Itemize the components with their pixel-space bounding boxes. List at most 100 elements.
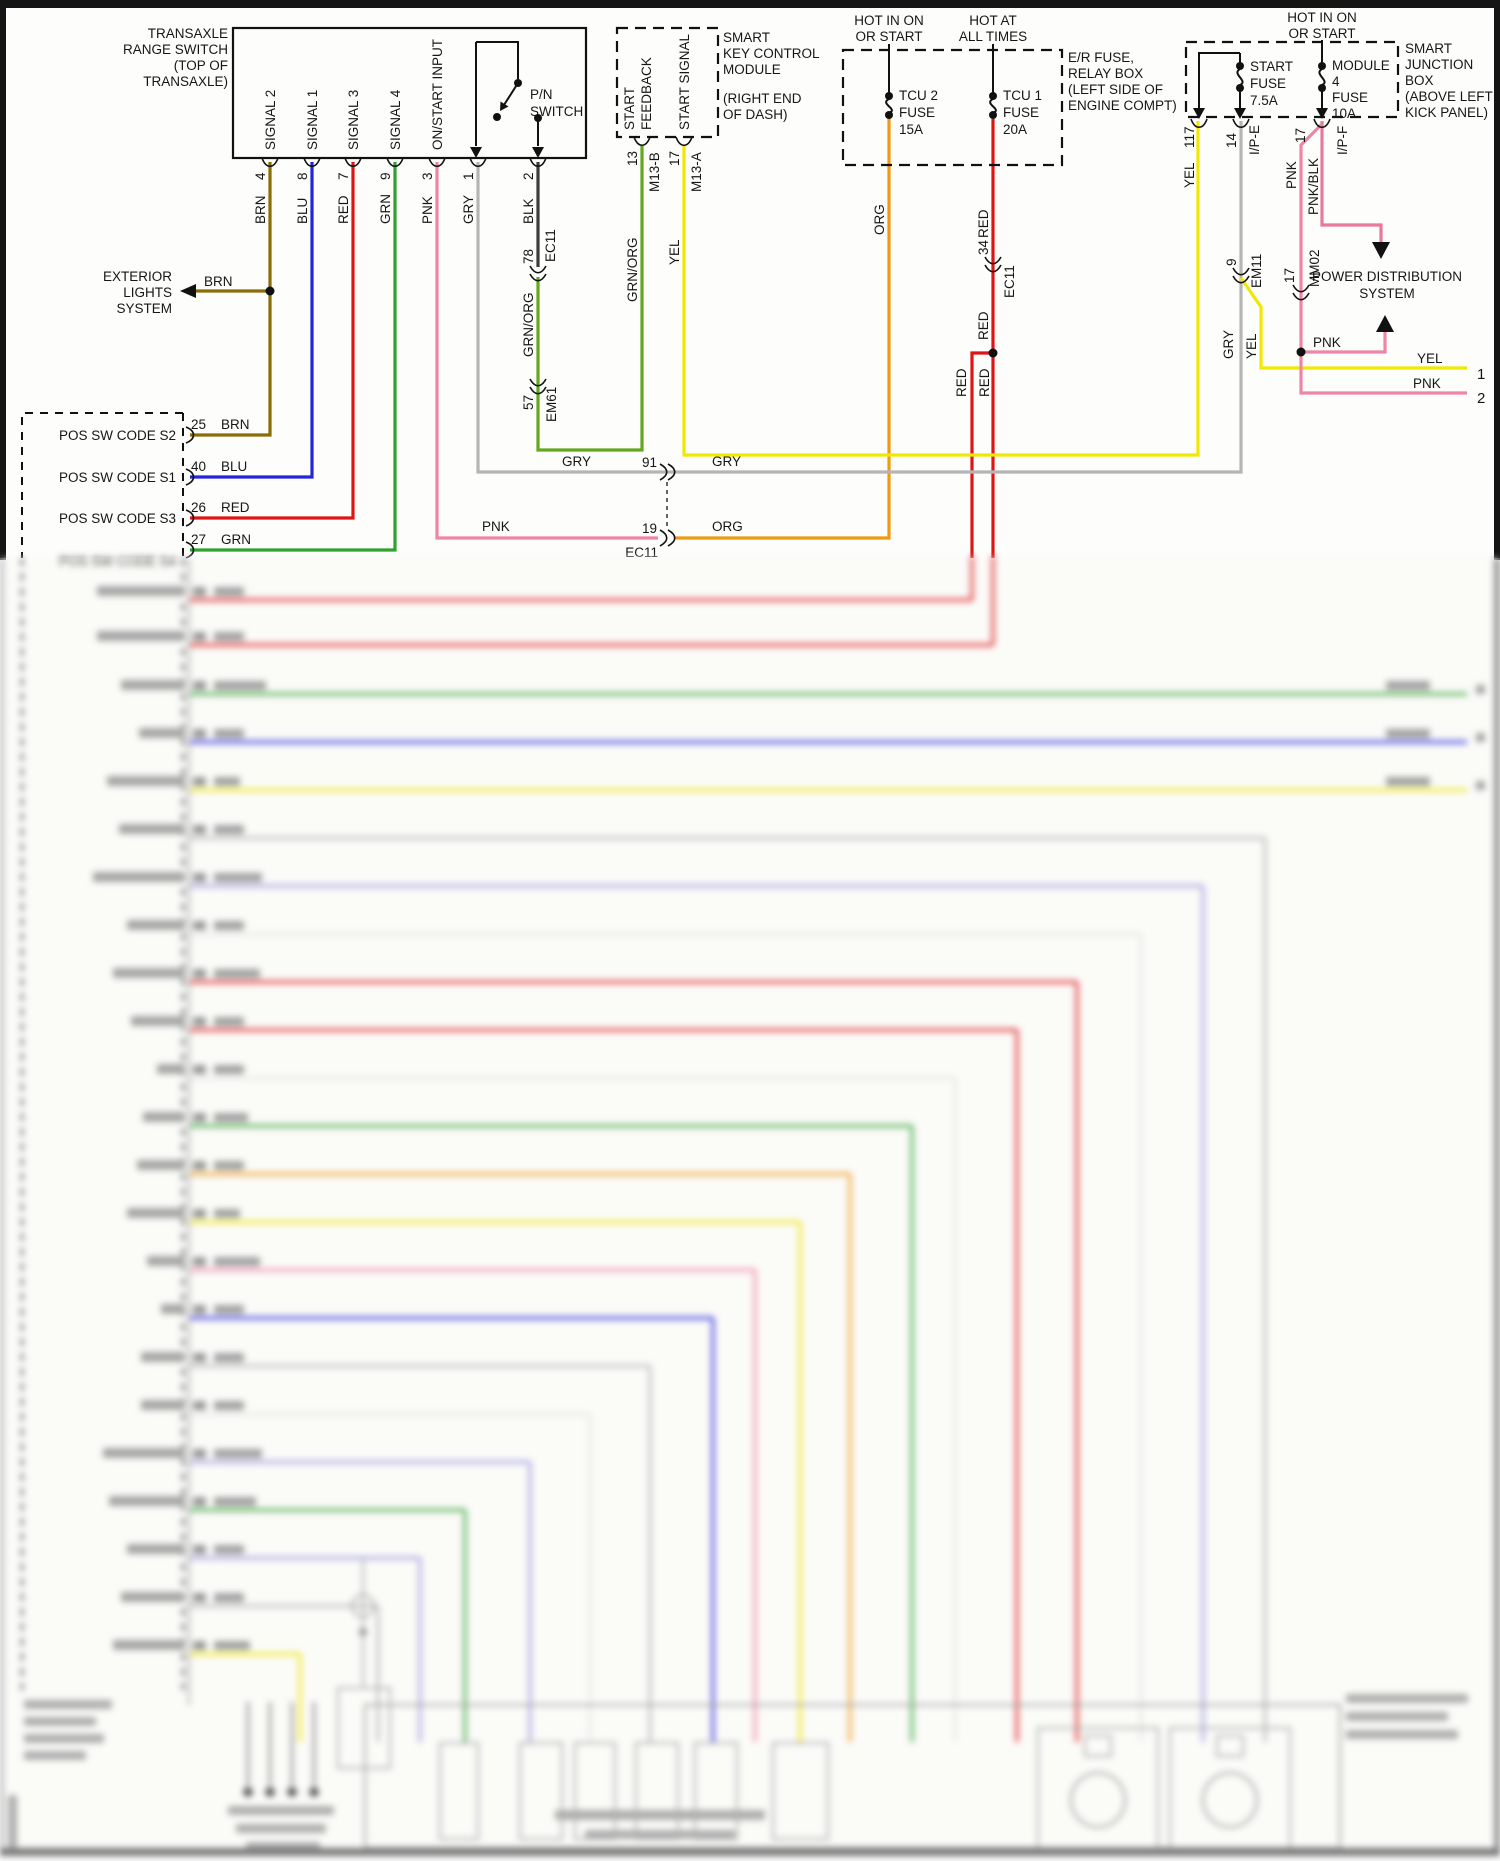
wire-gry-onstart-net: [476, 121, 1243, 474]
smart-key-box: [615, 26, 720, 139]
wirecolor-pnk: PNK: [420, 196, 435, 224]
er-fuse-relay-box: HOT IN ON OR START HOT AT ALL TIMES E/R …: [841, 13, 1177, 238]
sjb-name: SMART: [1405, 41, 1452, 56]
pin-17: 17: [667, 151, 682, 166]
pn-switch-label: SWITCH: [530, 104, 583, 119]
transaxle-box: [231, 26, 588, 160]
gry-label2: GRY: [712, 454, 741, 469]
pin-17-ipf: 17: [1293, 128, 1308, 143]
gry-label: GRY: [562, 454, 591, 469]
pin-9: 9: [378, 172, 393, 180]
wirecolor-yel-117: YEL: [1182, 162, 1197, 188]
power-distribution-system: POWER DISTRIBUTION SYSTEM PNK: [1312, 242, 1462, 350]
pin-117: 117: [1182, 126, 1197, 148]
exterior-lights-label: LIGHTS: [123, 285, 172, 300]
sjb-start-fuse: START FUSE 7.5A: [1193, 52, 1293, 119]
transaxle-title-line: (TOP OF: [174, 58, 228, 73]
pos-sw-code-box: POS SW CODE S2 POS SW CODE S1 POS SW COD…: [21, 412, 251, 559]
brn-label: BRN: [204, 274, 233, 289]
tcu2-fuse: TCU 2 FUSE 15A: [885, 44, 938, 137]
wire-pnkblk-sjb: [1320, 121, 1383, 242]
wirecolor-grnorg2: GRN/ORG: [521, 292, 536, 357]
blurred-wire-rows: [93, 556, 1485, 1742]
pos-s2-pin: 25: [191, 417, 206, 432]
wirecolor-grn: GRN: [378, 194, 393, 224]
sjb-name: KICK PANEL): [1405, 105, 1488, 120]
conn-m13b: M13-B: [647, 152, 662, 192]
conn-ipf: I/P-F: [1335, 126, 1350, 155]
yel-label-em11: YEL: [1244, 333, 1259, 359]
conn-m13a: M13-A: [689, 152, 704, 192]
tcu2-fuse-label: FUSE: [899, 105, 935, 120]
pn-switch: P/N SWITCH: [470, 41, 583, 158]
pin-17-mm02: 17: [1282, 268, 1297, 283]
transaxle-title-line: TRANSAXLE): [143, 74, 228, 89]
pos-s1-label: POS SW CODE S1: [59, 470, 176, 485]
wirecolor-pnk-sjb: PNK: [1284, 161, 1299, 189]
wirecolor-red: RED: [336, 195, 351, 224]
pos-s4-label: POS SW CODE S4: [59, 554, 177, 569]
wirecolor-brn: BRN: [253, 195, 268, 224]
inline-connectors: 78 EC11 GRN/ORG 57 EM61 GRY 91 GRY PNK 1…: [482, 229, 1322, 560]
pos-s2-wire: BRN: [221, 417, 250, 432]
skcm-name: MODULE: [723, 62, 781, 77]
pin-34: 34: [976, 239, 991, 255]
pin-91: 91: [642, 455, 657, 470]
skcm-location: (RIGHT END: [723, 91, 802, 106]
transaxle-title-line: RANGE SWITCH: [123, 42, 228, 57]
terminal1-wire: YEL: [1417, 351, 1443, 366]
skcm-name: SMART: [723, 30, 770, 45]
hot-at-all-times-label: HOT AT: [969, 13, 1017, 28]
hot-in-on-label: OR START: [855, 29, 922, 44]
pos-s3-label: POS SW CODE S3: [59, 511, 176, 526]
wire-pnk-onstart: [435, 162, 658, 540]
wirecolor-grnorg: GRN/ORG: [625, 237, 640, 302]
hot-in-on-label: HOT IN ON: [854, 13, 924, 28]
module4-fuse-label: 10A: [1332, 106, 1356, 121]
wire-grn-signal4: [190, 162, 397, 552]
pnk-branch-label: PNK: [1313, 335, 1341, 350]
conn-ec11-3: EC11: [1002, 265, 1017, 298]
start-signal-label: START SIGNAL: [677, 33, 692, 130]
red-label-below: RED: [976, 311, 991, 340]
pin-1: 1: [461, 172, 476, 180]
wire-grnorg-startfeedback: [536, 146, 644, 452]
wirecolor-gry: GRY: [461, 195, 476, 224]
red-branch-label: RED: [954, 368, 969, 397]
conn-ec11: EC11: [543, 229, 558, 262]
wirecolor-pnkblk: PNK/BLK: [1306, 158, 1321, 215]
power-dist-label: POWER DISTRIBUTION: [1312, 269, 1462, 284]
signal2-label: SIGNAL 2: [263, 90, 278, 150]
conn-ec11-2: EC11: [625, 545, 658, 560]
wire-pnk-pds-branch: [1301, 332, 1387, 354]
transaxle-pin-cups: [261, 157, 547, 168]
start-fuse-label: START: [1250, 59, 1293, 74]
signal4-label: SIGNAL 4: [388, 89, 403, 150]
module4-fuse-label: FUSE: [1332, 90, 1368, 105]
tcu1-fuse-label: TCU 1: [1003, 88, 1042, 103]
junction-red: [988, 348, 998, 358]
sjb-module4-fuse: MODULE 4 FUSE 10A: [1316, 40, 1390, 121]
wire-red-signal3: [190, 162, 355, 520]
skcm-name: KEY CONTROL: [723, 46, 820, 61]
module4-fuse-label: MODULE: [1332, 58, 1390, 73]
onstart-input-label: ON/START INPUT: [430, 39, 445, 150]
org-label: ORG: [712, 519, 743, 534]
signal3-label: SIGNAL 3: [346, 90, 361, 150]
smart-junction-box: HOT IN ON OR START SMART JUNCTION BOX (A…: [1182, 10, 1493, 215]
tcu1-fuse: TCU 1 FUSE 20A: [989, 44, 1042, 137]
pos-s1-wire: BLU: [221, 459, 247, 474]
sjb-name: BOX: [1405, 73, 1434, 88]
wire-blu-signal1: [190, 162, 314, 479]
gry-label-em11: GRY: [1221, 330, 1236, 359]
exterior-lights-label: EXTERIOR: [103, 269, 172, 284]
blur-veil: [0, 558, 1500, 1861]
start-fuse-label: 7.5A: [1250, 93, 1278, 108]
skcm-location: OF DASH): [723, 107, 788, 122]
tcu2-fuse-label: TCU 2: [899, 88, 938, 103]
sjb-name: (ABOVE LEFT: [1405, 89, 1493, 104]
er-name: ENGINE COMPT): [1068, 98, 1177, 113]
wire-yel-startsignal: [682, 121, 1200, 457]
